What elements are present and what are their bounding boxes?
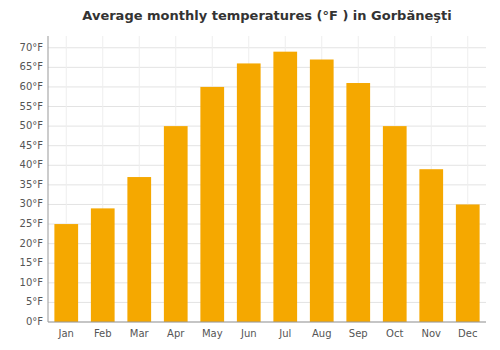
bar	[419, 169, 443, 322]
y-tick-label: 70°F	[20, 42, 44, 53]
x-tick-label: Feb	[94, 328, 112, 339]
y-tick-label: 20°F	[20, 238, 44, 249]
bar	[91, 208, 115, 322]
y-tick-label: 35°F	[20, 179, 44, 190]
chart-container: 0°F 5°F 10°F 15°F 20°F 25°F 30°F 35°F 40°F 45°F 50…	[0, 0, 500, 350]
x-tick-label: Jul	[278, 328, 291, 339]
title: Average monthly temperatures (°F ) in Go…	[82, 8, 451, 23]
y-tick-label: 15°F	[20, 257, 44, 268]
y-axis-line	[48, 36, 49, 322]
bar	[164, 126, 188, 322]
x-tick-label: Aug	[312, 328, 332, 339]
y-tick-label: 5°F	[26, 296, 43, 307]
y-grid-line	[48, 145, 486, 146]
y-grid-line	[48, 106, 486, 107]
x-tick-label: Mar	[130, 328, 150, 339]
y-grid-line	[48, 322, 486, 323]
bar	[237, 63, 261, 322]
x-tick-label: Oct	[386, 328, 403, 339]
axes: 0°F 5°F 10°F 15°F 20°F 25°F 30°F 35°F 40°F 45°F 50…	[20, 36, 486, 339]
x-axis-line	[48, 322, 486, 323]
y-tick-label: 60°F	[20, 81, 44, 92]
x-tick-label: Apr	[167, 328, 185, 339]
y-tick-label: 40°F	[20, 159, 44, 170]
bar	[346, 83, 370, 322]
bar	[54, 224, 78, 322]
bars	[54, 52, 479, 322]
y-grid-line	[48, 126, 486, 127]
y-grid-line	[48, 67, 486, 68]
y-tick-label: 50°F	[20, 120, 44, 131]
bar	[273, 52, 297, 322]
bar	[200, 87, 224, 322]
y-grid-line	[48, 47, 486, 48]
bar	[310, 60, 334, 322]
bar	[456, 204, 480, 322]
x-tick-label: Jun	[240, 328, 257, 339]
y-grid-line	[48, 165, 486, 166]
bar	[127, 177, 151, 322]
y-tick-label: 45°F	[20, 140, 44, 151]
x-tick-label: Nov	[421, 328, 441, 339]
y-grid-line	[48, 86, 486, 87]
y-tick-label: 65°F	[20, 61, 44, 72]
x-tick-label: May	[202, 328, 223, 339]
grid	[48, 36, 486, 322]
y-tick-label: 55°F	[20, 101, 44, 112]
y-tick-label: 10°F	[20, 277, 44, 288]
chart-svg: 0°F 5°F 10°F 15°F 20°F 25°F 30°F 35°F 40°F 45°F 50…	[0, 0, 500, 350]
x-tick-label: Sep	[349, 328, 368, 339]
x-tick-label: Jan	[58, 328, 74, 339]
y-tick-label: 30°F	[20, 198, 44, 209]
x-tick-label: Dec	[458, 328, 477, 339]
y-tick-label: 0°F	[26, 316, 43, 327]
y-tick-label: 25°F	[20, 218, 44, 229]
bar	[383, 126, 407, 322]
